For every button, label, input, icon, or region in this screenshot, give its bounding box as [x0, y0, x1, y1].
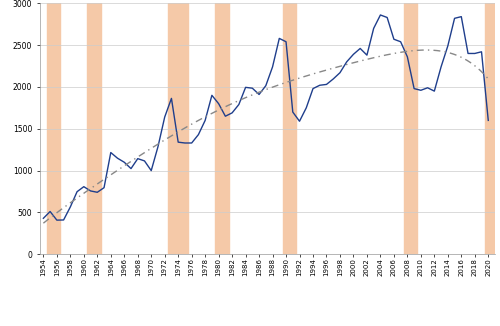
Bar [168, 3, 188, 254]
Bar [87, 3, 101, 254]
Bar [282, 3, 296, 254]
Bar [404, 3, 417, 254]
Bar [216, 3, 228, 254]
Bar [46, 3, 60, 254]
Bar [485, 3, 498, 254]
